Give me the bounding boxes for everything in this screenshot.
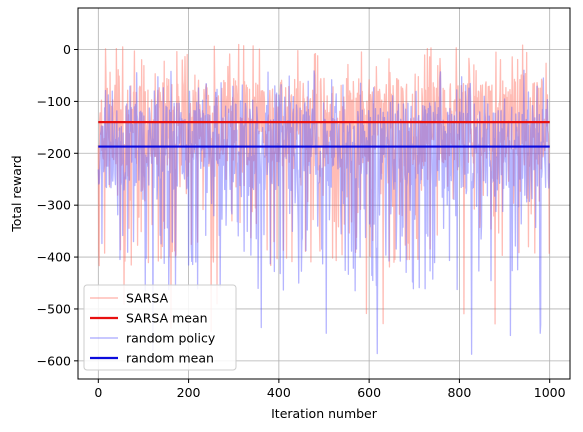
series-line-random-policy [97, 69, 550, 355]
legend-box [83, 284, 237, 371]
y-tick-label: −100 [37, 94, 71, 109]
y-tick-label: −200 [37, 146, 71, 161]
y-tick-label: −400 [37, 250, 71, 265]
x-tick-label: 400 [267, 385, 291, 400]
series-line-sarsa [97, 43, 550, 333]
axes-frame [77, 7, 571, 380]
x-tick-label: 600 [357, 385, 381, 400]
y-tick-label: −600 [37, 353, 71, 368]
plot-area [97, 43, 550, 355]
x-tick-label: 0 [94, 385, 102, 400]
legend-label: random policy [126, 331, 216, 346]
legend-label: SARSA [126, 291, 169, 306]
legend: SARSA SARSA mean random policy random mean [83, 284, 237, 371]
y-tick-label: 0 [63, 42, 71, 57]
x-tick-label: 200 [177, 385, 201, 400]
x-axis-label: Iteration number [271, 406, 378, 421]
x-tick-label: 1000 [534, 385, 566, 400]
legend-label: random mean [126, 351, 214, 366]
y-axis: 0 −100 −200 −300 −400 −500 −600 [37, 42, 78, 368]
legend-label: SARSA mean [126, 311, 208, 326]
y-tick-label: −300 [37, 198, 71, 213]
y-tick-label: −500 [37, 301, 71, 316]
x-axis: 0 200 400 600 800 1000 [94, 379, 566, 400]
y-axis-label: Total reward [9, 155, 24, 232]
x-tick-label: 800 [447, 385, 471, 400]
